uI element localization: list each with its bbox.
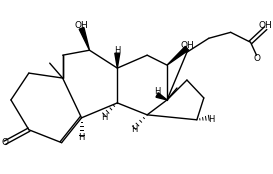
Text: O: O <box>253 54 260 63</box>
Text: H: H <box>209 115 215 124</box>
Text: H: H <box>114 46 120 55</box>
Text: O: O <box>1 138 8 147</box>
Polygon shape <box>156 93 167 100</box>
Text: H: H <box>154 88 160 96</box>
Polygon shape <box>167 46 189 65</box>
Text: H: H <box>131 125 137 134</box>
Text: H: H <box>78 133 85 142</box>
Text: OH: OH <box>259 21 272 30</box>
Text: H: H <box>101 113 108 122</box>
Text: OH: OH <box>75 21 88 30</box>
Polygon shape <box>79 27 90 50</box>
Text: OH: OH <box>180 41 194 50</box>
Polygon shape <box>115 53 120 68</box>
